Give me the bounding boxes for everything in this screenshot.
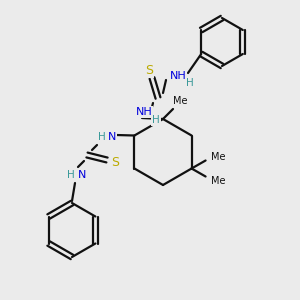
Text: NH: NH <box>136 107 152 117</box>
Text: S: S <box>145 64 153 76</box>
Text: NH: NH <box>169 71 186 81</box>
Text: Me: Me <box>173 96 187 106</box>
Text: N: N <box>78 170 86 180</box>
Text: N: N <box>108 132 116 142</box>
Text: S: S <box>111 155 119 169</box>
Text: Me: Me <box>211 176 226 185</box>
Text: H: H <box>186 78 194 88</box>
Text: H: H <box>67 170 75 180</box>
Text: H: H <box>152 115 160 125</box>
Text: H: H <box>98 132 106 142</box>
Text: Me: Me <box>211 152 226 161</box>
